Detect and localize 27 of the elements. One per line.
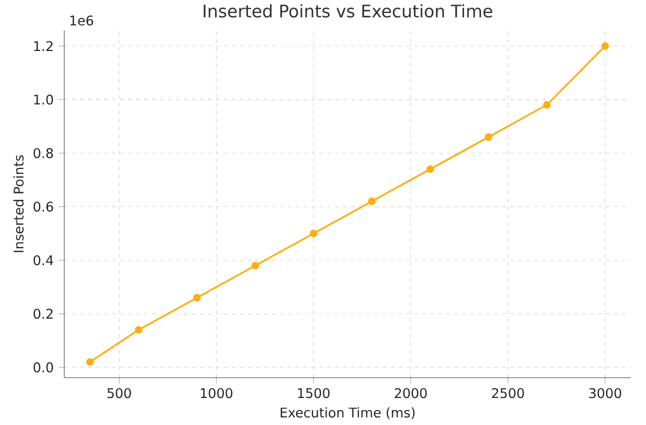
point [251,262,260,270]
point [543,101,551,109]
point [310,230,318,238]
x-axis-title: Execution Time (ms) [280,407,415,420]
y-tick-label: 0.8 [34,148,53,158]
point [484,133,492,141]
y-tick-label: 1.0 [34,94,53,105]
chart-title: Inserted Points vs Execution Time [204,4,492,18]
point [426,165,434,173]
y-tick-label: 0.0 [34,362,53,372]
x-tick-label: 3000 [589,388,622,398]
x-tick-label: 2500 [492,388,524,398]
point [368,198,376,206]
point [601,42,609,50]
y-axis-title: Inserted Points [13,155,24,252]
x-tick-label: 1000 [200,388,232,398]
point [134,326,142,334]
text: 1e6 [70,15,94,26]
y-tick-label: 0.4 [34,255,54,266]
point [193,294,201,302]
x-tick-label: 500 [107,388,131,398]
y-tick-label: 0.2 [34,308,53,319]
point [86,358,94,366]
y-tick-label: 1.2 [34,41,53,51]
y-tick-label: 0.6 [34,202,54,212]
x-tick-label: 1500 [298,388,330,398]
x-tick-label: 2000 [394,388,427,398]
